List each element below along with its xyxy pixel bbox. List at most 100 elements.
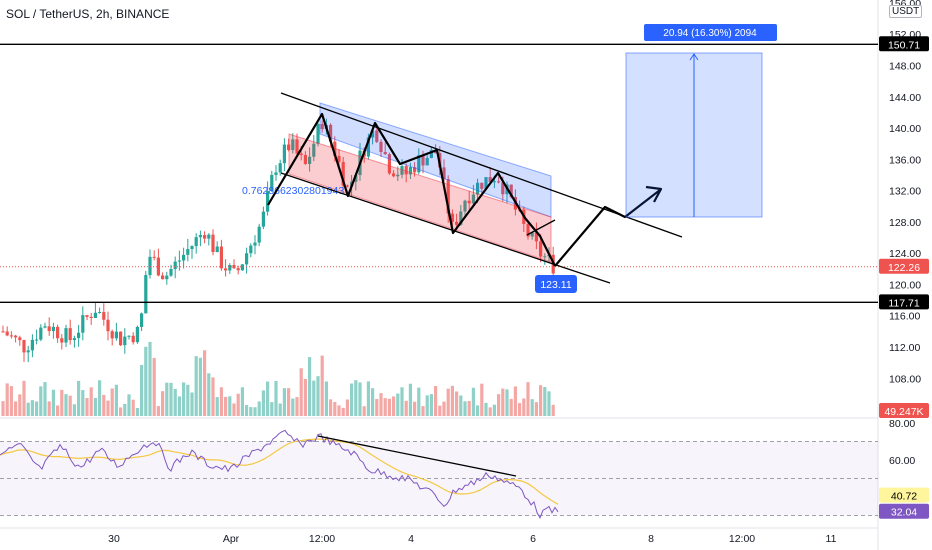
volume-bar xyxy=(203,350,207,416)
volume-bar xyxy=(400,387,404,416)
candle-body xyxy=(148,256,152,276)
volume-bar xyxy=(119,407,123,416)
candle-body xyxy=(56,326,60,339)
candle-body xyxy=(337,155,341,162)
price-tick-label: 132.00 xyxy=(889,186,921,198)
volume-bar xyxy=(140,364,144,416)
volume-bar xyxy=(375,398,379,416)
volume-bar xyxy=(484,402,488,416)
candle-body xyxy=(85,315,89,317)
candle-body xyxy=(467,200,471,204)
candle-body xyxy=(476,182,480,195)
volume-bar xyxy=(530,399,534,416)
candle-body xyxy=(26,350,30,353)
projection-path xyxy=(554,189,661,267)
volume-bar xyxy=(144,346,148,416)
candle-body xyxy=(375,130,379,142)
chart-title: SOL / TetherUS, 2h, BINANCE xyxy=(6,7,170,21)
volume-bar xyxy=(14,401,18,416)
support-price-tag-bg xyxy=(879,294,929,310)
volume-bar xyxy=(190,392,194,416)
volume-bar xyxy=(488,407,492,416)
candle-body xyxy=(501,182,505,195)
volume-bar xyxy=(240,387,244,416)
volume-bar xyxy=(165,382,169,416)
rsi-ma-tag: 40.72 xyxy=(891,491,917,503)
candle-body xyxy=(257,226,261,243)
candle-body xyxy=(165,275,169,280)
volume-bar xyxy=(282,388,286,416)
candles-layer xyxy=(1,118,555,363)
price-tick-label: 144.00 xyxy=(889,92,921,104)
volume-bar xyxy=(131,399,135,416)
volume-bar xyxy=(5,383,9,416)
currency-label[interactable]: USDT xyxy=(889,5,923,18)
candle-body xyxy=(135,326,139,343)
volume-bar xyxy=(249,407,253,416)
target-range-label-bg xyxy=(644,24,777,41)
candle-body xyxy=(5,331,9,336)
volume-bar xyxy=(106,400,110,416)
volume-bar xyxy=(434,385,438,416)
target-range-label: 20.94 (16.30%) 2094 xyxy=(663,28,757,39)
candle-body xyxy=(93,312,97,319)
target-range-arrowhead xyxy=(689,53,699,61)
candle-body xyxy=(215,246,219,253)
rsi-value-tag-bg xyxy=(879,503,929,519)
candle-body xyxy=(266,191,270,212)
volume-bar xyxy=(547,391,551,416)
candle-body xyxy=(211,234,215,253)
volume-bar xyxy=(350,383,354,416)
volume-bar xyxy=(98,380,102,416)
volume-bar xyxy=(387,398,391,416)
price-tick-label: 140.00 xyxy=(889,123,921,135)
time-tick-label: 12:00 xyxy=(729,533,755,545)
candle-body xyxy=(261,211,265,227)
candle-body xyxy=(68,328,72,341)
candle-body xyxy=(543,256,547,258)
volume-bar xyxy=(551,404,555,416)
volume-bar xyxy=(522,398,526,416)
fib-level-label: 0.7628662302801943 xyxy=(242,185,344,197)
volume-bar xyxy=(291,398,295,416)
candle-body xyxy=(425,157,429,166)
volume-bar xyxy=(81,390,85,416)
candle-body xyxy=(77,332,81,339)
candle-body xyxy=(106,319,110,332)
candle-body xyxy=(459,211,463,225)
candle-body xyxy=(408,167,412,175)
candle-body xyxy=(320,123,324,130)
volume-bar xyxy=(232,403,236,416)
candle-body xyxy=(526,223,530,237)
candle-body xyxy=(400,166,404,175)
candle-body xyxy=(308,156,312,164)
candle-body xyxy=(22,340,26,353)
volume-bar xyxy=(413,401,417,416)
candle-body xyxy=(354,175,358,182)
candle-body xyxy=(190,246,194,250)
price-tick-label: 136.00 xyxy=(889,154,921,166)
volume-bar xyxy=(446,388,450,416)
volume-bar xyxy=(186,384,190,416)
candle-body xyxy=(9,335,13,337)
candle-body xyxy=(312,143,316,157)
candle-body xyxy=(497,181,501,183)
candle-body xyxy=(366,137,370,157)
candle-body xyxy=(119,331,123,346)
volume-tag-bg xyxy=(879,403,929,418)
volume-bar xyxy=(85,397,89,416)
candle-body xyxy=(156,257,160,276)
candle-body xyxy=(114,331,118,339)
volume-bar xyxy=(261,390,265,416)
volume-bar xyxy=(22,380,26,416)
candle-body xyxy=(463,200,467,212)
rsi-value-tag: 32.04 xyxy=(891,507,917,519)
volume-bar xyxy=(455,391,459,416)
candle-body xyxy=(245,253,249,265)
volume-bar xyxy=(417,387,421,416)
candle-body xyxy=(144,275,148,314)
volume-bar xyxy=(320,355,324,416)
candle-body xyxy=(379,141,383,152)
time-tick-label: 6 xyxy=(530,533,536,545)
